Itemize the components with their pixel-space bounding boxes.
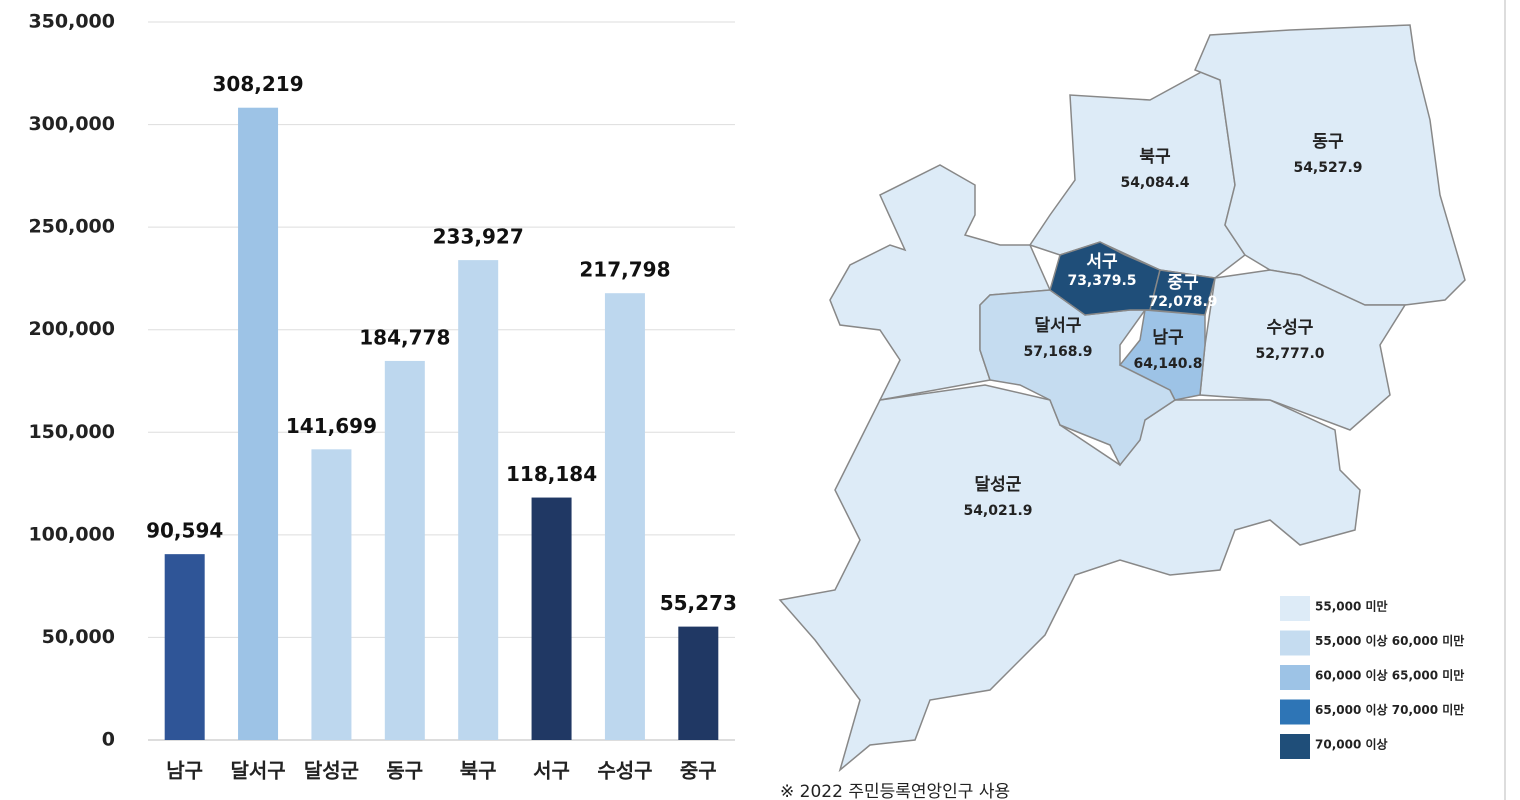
legend-label: 70,000 이상: [1315, 737, 1388, 752]
value-label: 308,219: [213, 72, 304, 96]
value-label: 118,184: [506, 462, 597, 486]
x-tick-label: 중구: [680, 759, 717, 783]
y-tick-label: 150,000: [28, 421, 115, 443]
value-label: 233,927: [433, 225, 524, 249]
value-label: 141,699: [286, 414, 377, 438]
value-label: 55,273: [660, 591, 737, 615]
y-tick-label: 200,000: [28, 318, 115, 340]
region-value: 72,078.9: [1148, 294, 1217, 310]
y-tick-label: 50,000: [42, 626, 115, 648]
x-tick-label: 동구: [386, 759, 423, 783]
value-label: 90,594: [146, 519, 223, 543]
x-tick-label: 수성구: [597, 759, 652, 783]
y-tick-label: 0: [102, 729, 115, 751]
legend-swatch: [1280, 734, 1310, 759]
region: [1028, 69, 1247, 279]
region-name: 달서구: [1035, 315, 1082, 336]
region-name: 중구: [1167, 273, 1199, 293]
bar: [311, 449, 352, 740]
region: [1118, 309, 1206, 401]
legend-swatch: [1280, 699, 1310, 725]
legend-label: 60,000 이상 65,000 미만: [1315, 668, 1464, 683]
x-tick-label: 달성군: [304, 759, 359, 783]
value-label: 217,798: [579, 258, 670, 282]
y-tick-label: 250,000: [28, 216, 115, 238]
bar: [678, 626, 719, 740]
value-label: 184,778: [359, 325, 450, 349]
x-tick-label: 북구: [460, 759, 497, 783]
legend-swatch: [1280, 596, 1310, 621]
bar: [238, 107, 279, 740]
y-tick-label: 100,000: [28, 523, 115, 545]
region-name: 북구: [1139, 147, 1171, 167]
region-value: 52,777.0: [1255, 346, 1324, 362]
region-value: 54,527.9: [1293, 160, 1362, 176]
region-name: 서구: [1086, 252, 1118, 272]
region-name: 수성구: [1267, 318, 1314, 338]
region-value: 64,140.8: [1133, 356, 1202, 372]
note: ※ 2022 주민등록연앙인구 사용: [780, 782, 1010, 800]
region-name: 동구: [1312, 132, 1344, 152]
region-name: 남구: [1152, 328, 1184, 348]
region-value: 73,379.5: [1067, 273, 1136, 289]
region-value: 57,168.9: [1023, 344, 1092, 360]
region-name: 달성군: [975, 474, 1022, 495]
legend-label: 65,000 이상 70,000 미만: [1315, 702, 1464, 717]
legend-label: 55,000 미만: [1315, 599, 1388, 614]
region: [1194, 24, 1466, 306]
bar: [384, 360, 425, 740]
region-value: 54,084.4: [1120, 175, 1189, 191]
bar: [531, 497, 572, 740]
bar: [458, 260, 499, 740]
region-value: 54,021.9: [963, 503, 1032, 519]
legend-swatch: [1280, 665, 1310, 690]
x-tick-label: 서구: [533, 759, 570, 783]
region: [778, 384, 1361, 773]
x-tick-label: 남구: [166, 759, 203, 783]
legend-label: 55,000 이상 60,000 미만: [1315, 633, 1464, 648]
legend-swatch: [1280, 630, 1310, 656]
region: [1149, 269, 1216, 316]
x-tick-label: 달서구: [230, 759, 285, 783]
bar: [164, 554, 205, 740]
y-tick-label: 350,000: [28, 11, 115, 33]
y-tick-label: 300,000: [28, 113, 115, 135]
bar: [604, 293, 645, 740]
